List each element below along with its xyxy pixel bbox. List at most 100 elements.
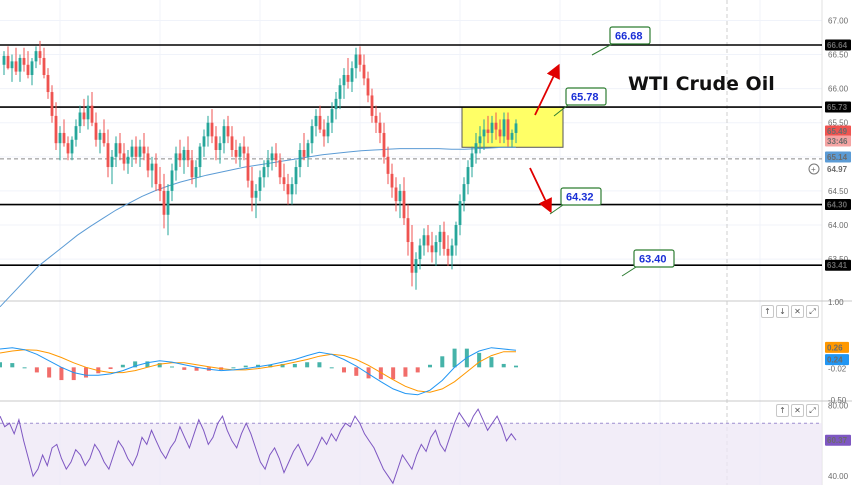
macd-histogram-bar [182, 367, 187, 370]
candle-body [422, 235, 426, 246]
macd-histogram-bar [120, 364, 125, 368]
candle-body [138, 146, 142, 157]
candle-body [354, 54, 358, 69]
candle-body [370, 95, 374, 116]
candle-body [450, 245, 454, 256]
add-alert-icon [808, 163, 820, 175]
candle-body [142, 146, 146, 154]
macd-histogram-bar [329, 367, 334, 369]
macd-histogram-bar [268, 364, 273, 368]
macd-signal-line [0, 349, 516, 393]
candle-body [222, 126, 226, 144]
macd-histogram-bar [170, 366, 174, 368]
macd-move-down-icon[interactable]: ↓ [776, 305, 789, 318]
chart-title: WTI Crude Oil [628, 73, 775, 95]
candle-body [162, 190, 166, 215]
candle-body [214, 136, 218, 150]
histogram-value-label: -0.02 [828, 365, 847, 374]
macd-histogram-bar [34, 367, 39, 373]
moving-average-label-bg [825, 151, 851, 163]
candle-body [494, 122, 498, 130]
candle-body [110, 156, 114, 168]
candle-body [490, 122, 494, 133]
level-label: 64.30 [827, 201, 848, 210]
macd-histogram-bar [342, 367, 346, 373]
macd-maximize-icon[interactable]: ⤢ [806, 305, 819, 318]
candle-body [250, 180, 254, 198]
rsi-maximize-icon[interactable]: ⤢ [806, 404, 819, 417]
candle-body [442, 231, 446, 249]
candle-body [150, 163, 154, 171]
candle-body [434, 242, 438, 253]
macd-histogram-bar [22, 367, 27, 369]
level-label-bg [825, 259, 851, 271]
macd-histogram-bar [194, 367, 199, 371]
candle-body [430, 245, 434, 253]
macd-value-label: 0.26 [827, 343, 843, 352]
candle-body [326, 122, 330, 137]
candle-body [306, 143, 310, 157]
rsi-band [0, 423, 822, 485]
macd-tick-label: -0.50 [828, 396, 847, 405]
level-label: 65.73 [827, 103, 848, 112]
candle-body [402, 190, 406, 219]
macd-histogram-bar [108, 367, 113, 370]
macd-close-icon[interactable]: ✕ [791, 305, 804, 318]
candle-body [290, 184, 294, 195]
candle-body [178, 153, 182, 161]
candle-body [294, 167, 298, 185]
breakout-up-arrow [534, 63, 560, 116]
breakout-down-arrow [529, 167, 552, 214]
candle-body [154, 163, 158, 185]
candle-body [182, 150, 186, 161]
candle-body [62, 132, 66, 144]
candle-body [318, 115, 322, 130]
candle-body [502, 119, 506, 137]
macd-tick-label: 1.00 [828, 298, 844, 307]
candle-body [286, 184, 290, 195]
candle-body [298, 150, 302, 168]
candle-body [198, 146, 202, 168]
rsi-close-icon[interactable]: ✕ [791, 404, 804, 417]
candle-body [462, 184, 466, 202]
macd-histogram-bar [280, 363, 285, 368]
candle-body [50, 92, 54, 116]
candle-body [278, 160, 282, 178]
macd-histogram-bar [391, 367, 396, 380]
macd-histogram-bar [501, 363, 506, 368]
candle-body [54, 115, 58, 144]
macd-histogram-bar [354, 367, 359, 376]
rsi-value-label-bg [825, 434, 851, 446]
level-label: 63.41 [827, 261, 848, 270]
candle-body [314, 115, 318, 127]
callout-pointer [591, 43, 613, 56]
countdown-label: 33:46 [827, 137, 848, 146]
candle-body [238, 146, 242, 157]
candle-body [186, 150, 190, 161]
last-price-label-bg [825, 125, 851, 137]
candle-body [82, 112, 86, 120]
macd-histogram-bar [71, 367, 76, 381]
candle-body [146, 153, 150, 171]
callout-box [560, 187, 602, 206]
candle-body [514, 123, 518, 133]
candle-body [362, 64, 366, 79]
callout-price-label: 63.40 [639, 254, 667, 266]
candle-body [30, 61, 34, 75]
candle-body [202, 136, 206, 147]
candle-body [302, 150, 306, 157]
level-label-bg [825, 199, 851, 211]
candle-body [74, 126, 78, 140]
candle-body [374, 115, 378, 123]
candle-body [130, 146, 134, 157]
rsi-tick-label: 80.00 [828, 402, 849, 411]
level-label: 66.64 [827, 41, 848, 50]
candle-body [2, 55, 6, 65]
rsi-move-up-icon[interactable]: ↑ [776, 404, 789, 417]
candle-body [22, 57, 26, 65]
candle-body [6, 55, 10, 69]
candle-body [466, 167, 470, 185]
callout-price-label: 64.32 [566, 192, 594, 204]
candle-body [18, 57, 22, 72]
macd-move-up-icon[interactable]: ↑ [761, 305, 774, 318]
